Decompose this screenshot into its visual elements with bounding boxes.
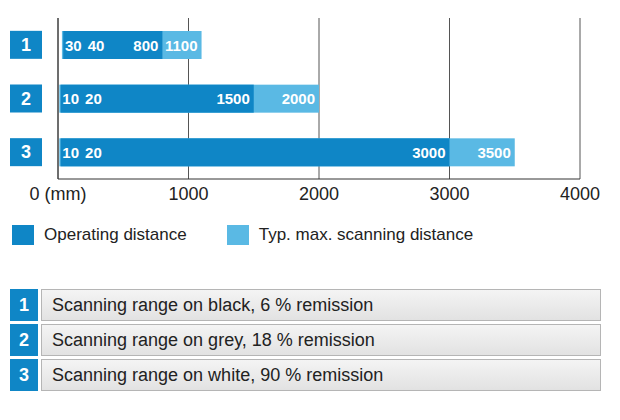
svg-text:30: 30 — [65, 37, 82, 54]
svg-text:1100: 1100 — [165, 37, 198, 54]
html-text:Scanning range on white, 90 %: Scanning range on white, 90 % remission — [52, 364, 384, 385]
svg-text:4000: 4000 — [560, 184, 600, 204]
svg-text:800: 800 — [133, 37, 158, 54]
svg-text:1000: 1000 — [168, 184, 208, 204]
svg-text:10: 10 — [62, 144, 79, 161]
html-text:2: 2 — [19, 329, 29, 350]
svg-text:40: 40 — [88, 37, 105, 54]
html-text:Scanning range on grey, 18 % r: Scanning range on grey, 18 % remission — [52, 329, 375, 350]
html-text:1: 1 — [19, 294, 29, 315]
svg-text:0 (mm): 0 (mm) — [30, 184, 87, 204]
html-text:3: 3 — [19, 364, 29, 385]
html-text:Operating distance: Operating distance — [44, 225, 187, 244]
svg-text:2: 2 — [21, 89, 31, 109]
svg-text:3000: 3000 — [429, 184, 469, 204]
svg-text:3500: 3500 — [477, 144, 510, 161]
svg-text:2000: 2000 — [299, 184, 339, 204]
svg-text:1: 1 — [21, 35, 31, 55]
svg-text:20: 20 — [85, 90, 102, 107]
svg-text:10: 10 — [62, 90, 79, 107]
svg-text:3: 3 — [21, 142, 31, 162]
html-text:Scanning range on black, 6 % r: Scanning range on black, 6 % remission — [52, 294, 374, 315]
svg-text:2000: 2000 — [282, 90, 315, 107]
svg-text:1500: 1500 — [216, 90, 249, 107]
svg-text:3000: 3000 — [412, 144, 445, 161]
html-text:Typ. max. scanning distance: Typ. max. scanning distance — [258, 225, 474, 244]
svg-text:20: 20 — [85, 144, 102, 161]
